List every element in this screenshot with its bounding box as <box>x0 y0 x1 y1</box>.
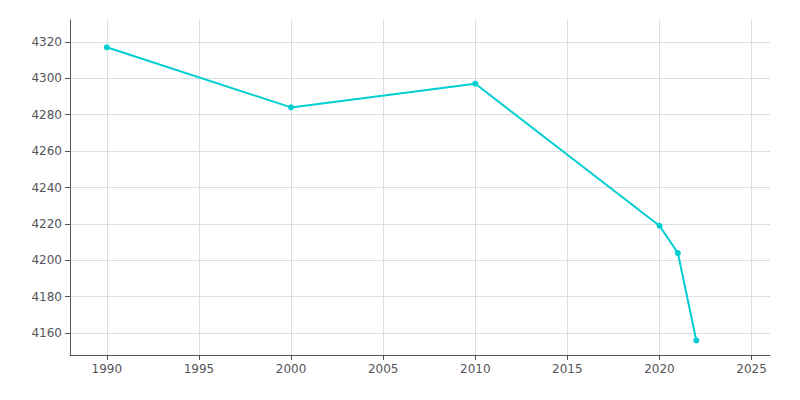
svg-text:4180: 4180 <box>31 290 62 304</box>
svg-text:4200: 4200 <box>31 253 62 267</box>
svg-text:4240: 4240 <box>31 181 62 195</box>
svg-text:4280: 4280 <box>31 108 62 122</box>
svg-text:1995: 1995 <box>184 362 215 376</box>
svg-text:4300: 4300 <box>31 71 62 85</box>
svg-text:2025: 2025 <box>736 362 767 376</box>
svg-text:2005: 2005 <box>368 362 399 376</box>
svg-text:2000: 2000 <box>276 362 307 376</box>
svg-text:4220: 4220 <box>31 217 62 231</box>
svg-text:1990: 1990 <box>92 362 123 376</box>
svg-text:4160: 4160 <box>31 326 62 340</box>
svg-text:2015: 2015 <box>552 362 583 376</box>
svg-text:2010: 2010 <box>460 362 491 376</box>
svg-text:2020: 2020 <box>644 362 675 376</box>
svg-text:4260: 4260 <box>31 144 62 158</box>
svg-text:4320: 4320 <box>31 35 62 49</box>
